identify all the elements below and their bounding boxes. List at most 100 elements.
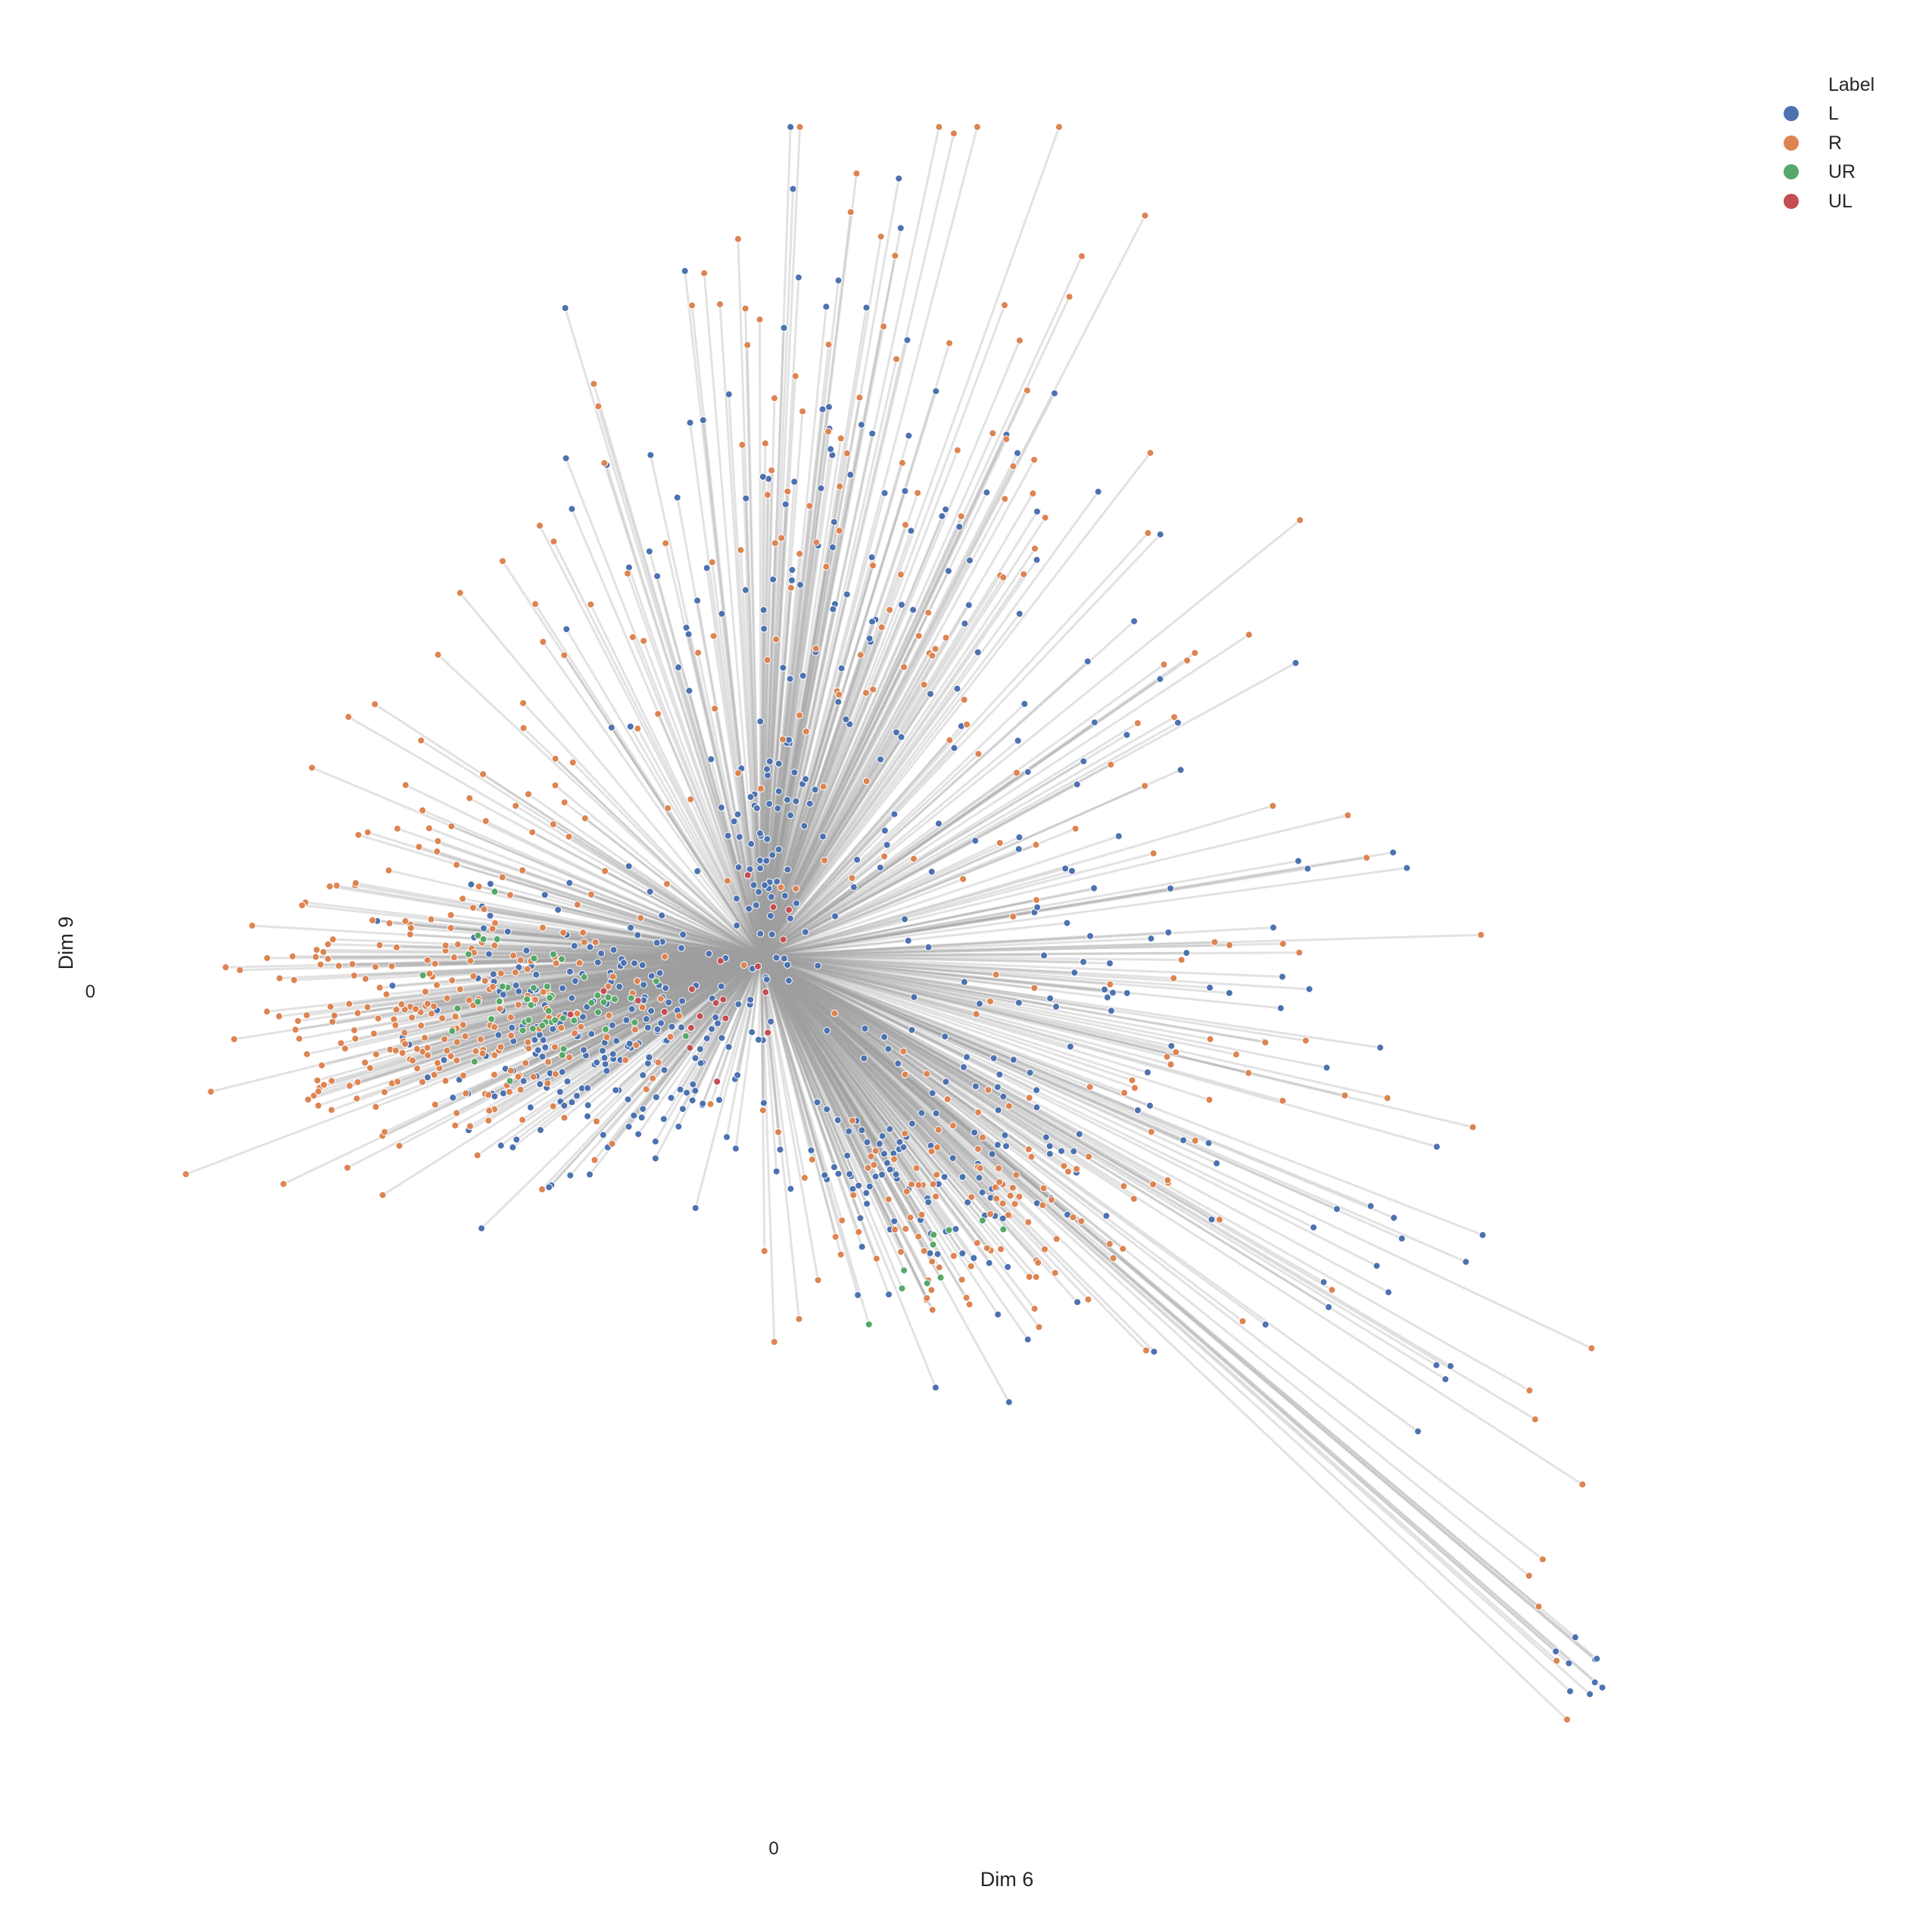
data-point-r	[920, 680, 928, 689]
edge-line	[760, 917, 792, 957]
data-point-r	[1177, 956, 1186, 964]
data-point-r	[1344, 811, 1352, 820]
edge-line	[760, 939, 784, 957]
data-point-l	[1040, 951, 1049, 960]
data-point-r	[481, 817, 490, 825]
edge-line	[760, 771, 1017, 957]
edge-line	[759, 428, 831, 956]
data-point-l	[646, 888, 654, 896]
edge-line	[292, 954, 762, 958]
edge-line	[374, 703, 762, 957]
edge-line	[656, 713, 762, 957]
data-point-l	[845, 1127, 853, 1135]
edge-line	[760, 694, 840, 957]
data-point-l	[880, 1150, 888, 1158]
data-point-l	[849, 883, 858, 892]
data-point-l	[1147, 935, 1155, 943]
data-point-r	[570, 1029, 578, 1038]
data-point-l	[970, 1254, 978, 1262]
data-point-l	[1167, 1041, 1176, 1050]
edge-line	[759, 955, 812, 1151]
edge-line	[760, 637, 947, 957]
edge-line	[760, 954, 899, 1065]
data-point-r	[675, 1012, 683, 1020]
data-point-r	[230, 1035, 238, 1043]
edge-line	[462, 897, 762, 957]
data-point-r	[628, 633, 637, 641]
data-point-l	[703, 564, 711, 572]
edge-line	[759, 453, 849, 956]
data-point-l	[1094, 487, 1102, 496]
edge-line	[760, 954, 983, 1138]
data-point-l	[1033, 507, 1041, 515]
data-point-r	[884, 1195, 893, 1203]
data-point-r	[549, 820, 557, 829]
edge-line	[695, 954, 762, 987]
data-point-r	[1226, 941, 1234, 949]
data-point-r	[983, 1244, 991, 1253]
edge-line	[375, 954, 762, 968]
data-point-l	[897, 601, 905, 609]
edge-line	[696, 870, 762, 957]
data-point-r	[871, 1147, 880, 1155]
edge-line	[597, 954, 762, 997]
data-point-r	[332, 882, 341, 890]
edge-line	[427, 954, 762, 1005]
edge-line	[396, 954, 762, 1011]
edge-line	[760, 515, 943, 957]
edge-line	[760, 954, 1135, 1200]
edge-line	[761, 954, 1114, 995]
data-point-l	[536, 1126, 544, 1135]
data-point-l	[1103, 993, 1111, 1001]
edge-line	[760, 813, 896, 957]
data-point-r	[525, 1044, 533, 1053]
data-point-l	[499, 1089, 507, 1097]
data-point-r	[366, 1064, 374, 1072]
edge-line	[759, 319, 762, 956]
data-point-r	[824, 428, 833, 436]
data-point-l	[819, 833, 827, 841]
data-point-l	[676, 1085, 684, 1094]
edge-line	[760, 954, 1014, 1061]
data-point-l	[831, 912, 840, 920]
data-point-l	[884, 1044, 893, 1053]
edge-line	[636, 954, 762, 1003]
edge-line	[659, 954, 762, 975]
data-point-l	[497, 1141, 505, 1150]
edge-line	[555, 954, 762, 1076]
data-point-l	[857, 421, 865, 429]
data-point-l	[759, 605, 768, 614]
edge-line	[760, 702, 1026, 957]
data-point-r	[351, 1035, 360, 1043]
data-point-r	[1047, 1196, 1055, 1204]
data-point-ur	[601, 1025, 609, 1033]
data-point-r	[1024, 1218, 1033, 1226]
data-point-ur	[493, 935, 501, 943]
data-point-r	[1000, 301, 1008, 310]
data-point-r	[372, 1103, 380, 1111]
edge-line	[551, 954, 762, 1023]
data-point-r	[491, 1023, 499, 1031]
edge-line	[759, 188, 794, 956]
data-point-l	[896, 224, 905, 232]
edge-line	[760, 954, 1006, 1137]
edge-line	[760, 954, 1598, 1660]
edge-line	[760, 465, 1014, 957]
data-point-l	[1080, 757, 1088, 765]
data-point-l	[932, 1110, 940, 1118]
data-point-r	[862, 777, 871, 786]
data-point-l	[1021, 700, 1029, 708]
data-point-l	[865, 1182, 874, 1191]
data-point-r	[391, 1046, 400, 1054]
edge-line	[761, 898, 1037, 957]
edge-line	[759, 491, 789, 956]
data-point-r	[514, 1072, 522, 1081]
data-point-r	[812, 538, 821, 546]
data-point-r	[1120, 1182, 1128, 1191]
edge-line	[760, 954, 1004, 1205]
data-point-r	[709, 632, 718, 640]
edge-line	[761, 954, 1211, 1041]
edge-line	[542, 926, 762, 957]
data-point-l	[584, 1112, 592, 1120]
edge-line	[760, 577, 1005, 957]
